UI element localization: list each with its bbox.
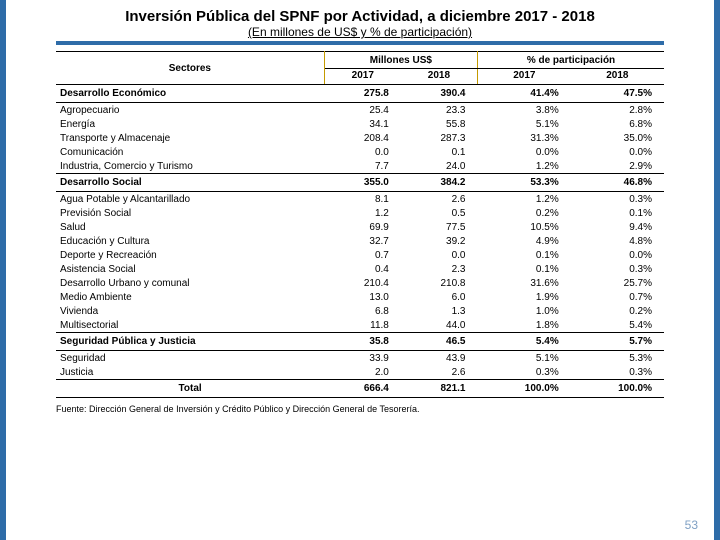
col-p2018: 2018 [571,68,664,85]
table-row: Desarrollo Urbano y comunal210.4210.831.… [56,276,664,290]
page-subtitle: (En millones de US$ y % de participación… [56,25,664,39]
accent-rule [56,41,664,45]
table-row: Energía34.155.85.1%6.8% [56,117,664,131]
table-row: Educación y Cultura32.739.24.9%4.8% [56,234,664,248]
table-row: Deporte y Recreación0.70.00.1%0.0% [56,248,664,262]
table-row: Vivienda6.81.31.0%0.2% [56,304,664,318]
col-m2018: 2018 [401,68,478,85]
col-sectores: Sectores [56,52,324,85]
table-row: Asistencia Social0.42.30.1%0.3% [56,262,664,276]
page-panel: Inversión Pública del SPNF por Actividad… [6,0,714,540]
source-note: Fuente: Dirección General de Inversión y… [56,398,664,414]
table-row: Transporte y Almacenaje208.4287.331.3%35… [56,131,664,145]
table-row: Seguridad33.943.95.1%5.3% [56,351,664,366]
table-row: Agropecuario25.423.33.8%2.8% [56,103,664,118]
page-title: Inversión Pública del SPNF por Actividad… [56,8,664,25]
col-p2017: 2017 [477,68,570,85]
table-row: Agua Potable y Alcantarillado8.12.61.2%0… [56,192,664,207]
table-row: Multisectorial11.844.01.8%5.4% [56,318,664,333]
table-row: Medio Ambiente13.06.01.9%0.7% [56,290,664,304]
table-row: Comunicación0.00.10.0%0.0% [56,145,664,159]
category-row: Desarrollo Social355.0384.253.3%46.8% [56,174,664,192]
table-row: Previsión Social1.20.50.2%0.1% [56,206,664,220]
col-m2017: 2017 [324,68,401,85]
table-row: Justicia2.02.60.3%0.3% [56,365,664,380]
table-row: Industria, Comercio y Turismo7.724.01.2%… [56,159,664,174]
col-millones: Millones US$ [324,52,477,69]
table-row: Salud69.977.510.5%9.4% [56,220,664,234]
page-number: 53 [685,518,698,532]
total-row: Total666.4821.1100.0%100.0% [56,380,664,398]
data-table: Sectores Millones US$ % de participación… [56,51,664,398]
category-row: Seguridad Pública y Justicia35.846.55.4%… [56,333,664,351]
col-pct: % de participación [477,52,664,69]
category-row: Desarrollo Económico275.8390.441.4%47.5% [56,85,664,103]
